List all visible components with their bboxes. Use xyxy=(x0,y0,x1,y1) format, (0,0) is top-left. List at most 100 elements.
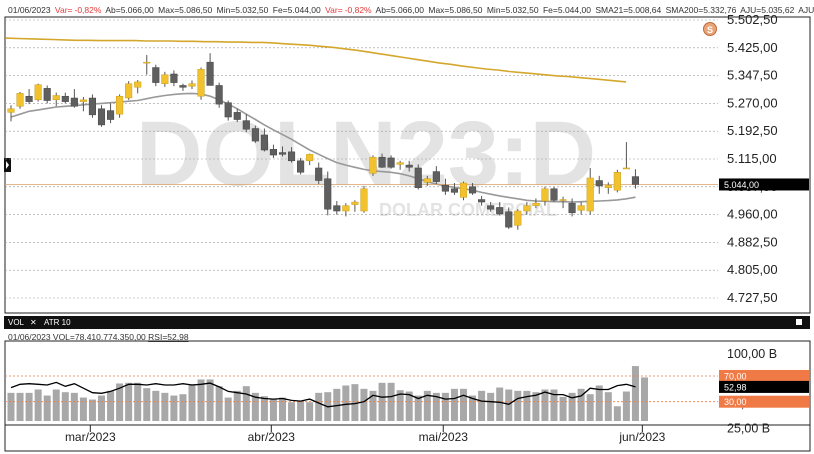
volume-bar xyxy=(197,379,205,421)
candle-body-down xyxy=(505,211,513,228)
candle-body-down xyxy=(478,199,486,203)
candle xyxy=(197,67,205,100)
volume-bar xyxy=(450,388,458,421)
watermark: DOLN23:D DOLAR COMERCIAL xyxy=(136,103,596,220)
split-event-icon[interactable] xyxy=(703,22,717,36)
rsi-badge xyxy=(719,369,809,382)
candle-body-down xyxy=(152,67,160,83)
price-tick-label: 5.270,00 xyxy=(727,95,778,110)
candle-body-down xyxy=(224,102,232,118)
maximize-panel-icon[interactable] xyxy=(796,319,802,325)
volume-bar xyxy=(25,392,33,421)
price-tick-label: 5.425,00 xyxy=(727,40,778,55)
volume-bar xyxy=(595,385,603,421)
ohlc-sma21: SMA21=5.008,64 xyxy=(595,5,662,15)
candle xyxy=(297,157,305,175)
candle xyxy=(595,175,603,194)
candle xyxy=(61,92,69,104)
volume-bar xyxy=(161,392,169,421)
volume-panel-tabs: VOL ✕ ATR 10 xyxy=(4,316,810,329)
volume-series xyxy=(7,366,648,421)
volume-bar xyxy=(478,390,486,421)
volume-bar xyxy=(369,390,377,421)
candle-body-down xyxy=(70,97,78,107)
ohlc-var-value: -0,82% xyxy=(74,5,102,15)
candle-body-up xyxy=(351,201,359,205)
candle xyxy=(251,125,259,143)
ohlc-max-2: Max=5.086,50 xyxy=(428,5,483,15)
candle xyxy=(52,92,60,107)
current-price-badge-text: 5.044,00 xyxy=(724,180,759,190)
volume-bar xyxy=(622,391,630,421)
candle-body-down xyxy=(333,205,341,212)
candle xyxy=(604,182,612,194)
volume-bar xyxy=(279,397,286,421)
price-tick-label: 5.115,00 xyxy=(727,151,777,166)
candle xyxy=(43,85,51,104)
candle-body-up xyxy=(514,210,522,226)
candle xyxy=(360,185,368,213)
volume-bar xyxy=(16,392,24,421)
volume-bar xyxy=(251,392,259,421)
ohlc-var-value-2: -0,82% xyxy=(344,5,372,15)
volume-bar xyxy=(170,395,178,421)
volume-bar xyxy=(568,392,576,421)
volume-tick-label: 100,00 B xyxy=(727,347,777,361)
ohlc-min: Min=5.032,50 xyxy=(216,5,269,15)
candle xyxy=(88,94,97,118)
candle xyxy=(324,171,332,216)
close-icon[interactable]: ✕ xyxy=(30,318,37,327)
time-tick-label: abr/2023 xyxy=(248,430,296,444)
tab-atr[interactable]: ATR 10 xyxy=(44,318,71,327)
volume-bar xyxy=(179,394,187,421)
candle xyxy=(523,202,531,215)
tab-vol[interactable]: VOL xyxy=(8,318,25,327)
candle xyxy=(441,178,449,195)
volume-bar xyxy=(387,382,395,421)
price-tick-label: 5.347,50 xyxy=(727,68,778,83)
candle-body-up xyxy=(16,93,24,107)
candle-body-down xyxy=(215,85,223,105)
split-event-letter: S xyxy=(707,25,713,35)
candle xyxy=(179,83,187,91)
candle xyxy=(242,114,250,133)
ohlc-sma200: SMA200=5.332,76 xyxy=(665,5,737,15)
candle xyxy=(414,164,422,190)
volume-bar xyxy=(143,388,151,421)
candle xyxy=(278,146,287,157)
candle-body-down xyxy=(631,176,640,185)
chevron-right-icon[interactable] xyxy=(6,161,9,169)
volume-bar xyxy=(469,395,477,421)
candle-body-down xyxy=(378,156,386,168)
candle xyxy=(206,53,214,86)
candle-body-up xyxy=(143,61,151,64)
volume-bar xyxy=(61,392,69,421)
volume-bar xyxy=(613,406,621,421)
candle-body-up xyxy=(523,205,531,212)
candle-body-down xyxy=(25,95,33,102)
candle-body-up xyxy=(161,74,169,84)
volume-bar xyxy=(233,390,241,421)
candle-body-down xyxy=(496,207,504,215)
price-tick-label: 4.960,00 xyxy=(727,207,778,222)
candle-body-up xyxy=(342,205,350,212)
candle-body-down xyxy=(242,120,250,130)
volume-bar xyxy=(460,388,467,421)
candle xyxy=(188,80,196,90)
candle-body-up xyxy=(613,172,621,191)
ohlc-date: 01/06/2023 xyxy=(8,5,51,15)
volume-bar xyxy=(125,382,133,421)
candle xyxy=(369,155,377,176)
volume-bar xyxy=(43,395,51,421)
candle xyxy=(586,167,594,215)
volume-tick-label: 25,00 B xyxy=(727,421,770,435)
volume-bar xyxy=(188,384,196,421)
candle-body-down xyxy=(179,85,187,88)
candle xyxy=(97,105,106,127)
volume-bar xyxy=(496,387,504,421)
ohlc-close-2: Fe=5.044,00 xyxy=(542,5,591,15)
volume-info-bar: 01/06/2023 VOL=78.410.774.350,00 RSI=52,… xyxy=(8,332,189,342)
candle xyxy=(351,200,359,212)
candle-body-down xyxy=(170,73,178,83)
